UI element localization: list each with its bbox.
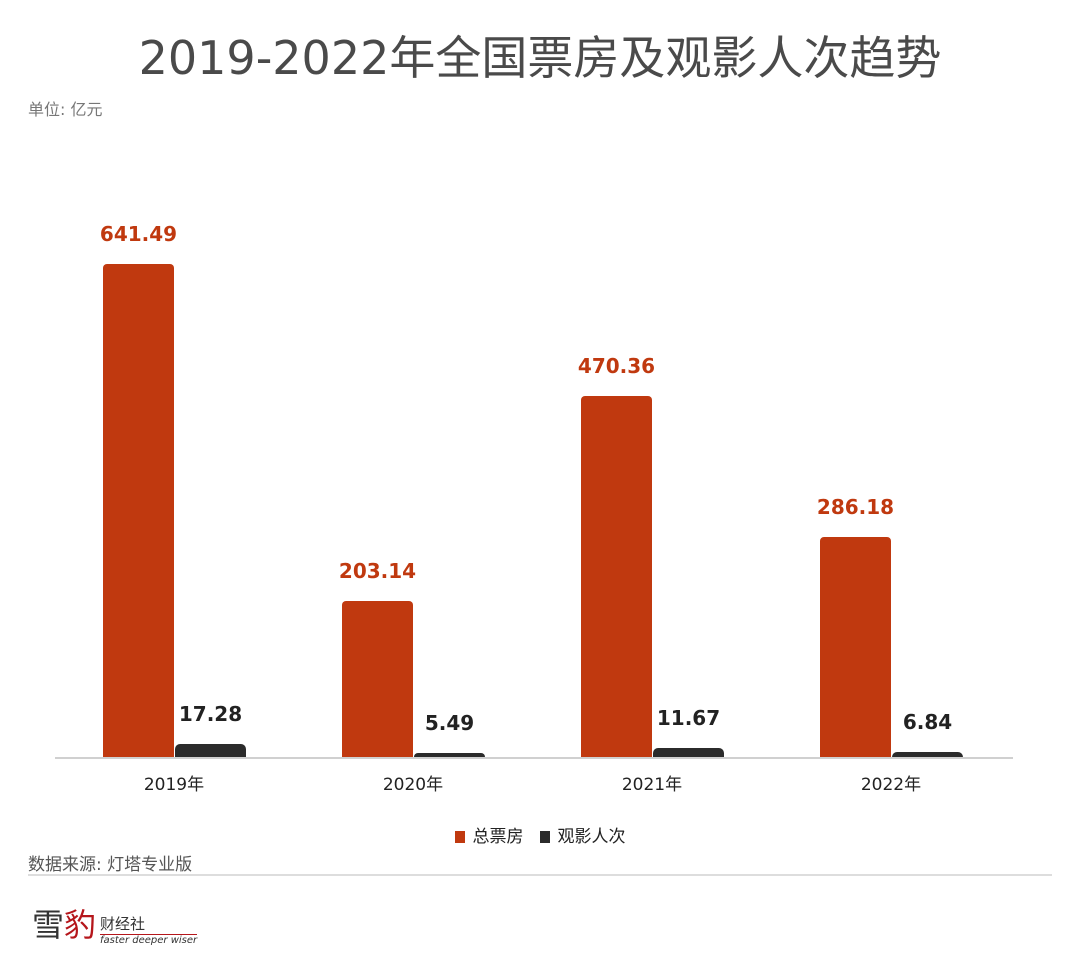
legend: 总票房 观影人次 (0, 822, 1080, 847)
data-label: 11.67 (656, 706, 721, 731)
x-axis-line (55, 757, 1013, 759)
divider (28, 874, 1052, 876)
bar-box-office (342, 600, 413, 757)
legend-swatch (539, 831, 550, 843)
bar-admissions (414, 752, 485, 757)
legend-label: 观影人次 (557, 827, 626, 847)
legend-item-admissions: 观影人次 (539, 822, 626, 847)
legend-swatch (454, 831, 465, 843)
data-label: 203.14 (338, 558, 417, 583)
data-label: 5.49 (424, 710, 475, 735)
legend-label: 总票房 (472, 827, 524, 847)
bar-box-office (103, 264, 174, 757)
data-source: 数据来源: 灯塔专业版 (28, 855, 193, 875)
bar-admissions (653, 748, 724, 757)
data-label: 6.84 (902, 709, 953, 734)
logo-name: 财经社 (100, 913, 198, 935)
x-tick-label: 2022年 (860, 775, 922, 795)
chart-title: 2019-2022年全国票房及观影人次趋势 (138, 31, 942, 85)
logo-char: 雪 (32, 906, 65, 944)
logo-char: 豹 (64, 906, 97, 944)
data-label: 641.49 (99, 222, 178, 246)
brand-logo: 雪 豹 财经社 faster deeper wiser (32, 900, 198, 946)
x-tick-label: 2020年 (382, 775, 444, 795)
legend-item-box-office: 总票房 (454, 822, 524, 847)
bar-box-office (820, 537, 891, 757)
data-label: 470.36 (577, 353, 656, 378)
x-tick-label: 2019年 (143, 775, 205, 795)
logo-slogan: faster deeper wiser (100, 935, 198, 946)
x-tick-label: 2021年 (621, 775, 683, 795)
bar-admissions (892, 751, 963, 757)
bar-box-office (581, 395, 652, 757)
data-label: 17.28 (178, 701, 243, 726)
logo-text: 财经社 faster deeper wiser (100, 913, 198, 946)
bar-admissions (175, 743, 246, 757)
unit-label: 单位: 亿元 (28, 100, 103, 119)
data-label: 286.18 (816, 495, 895, 520)
